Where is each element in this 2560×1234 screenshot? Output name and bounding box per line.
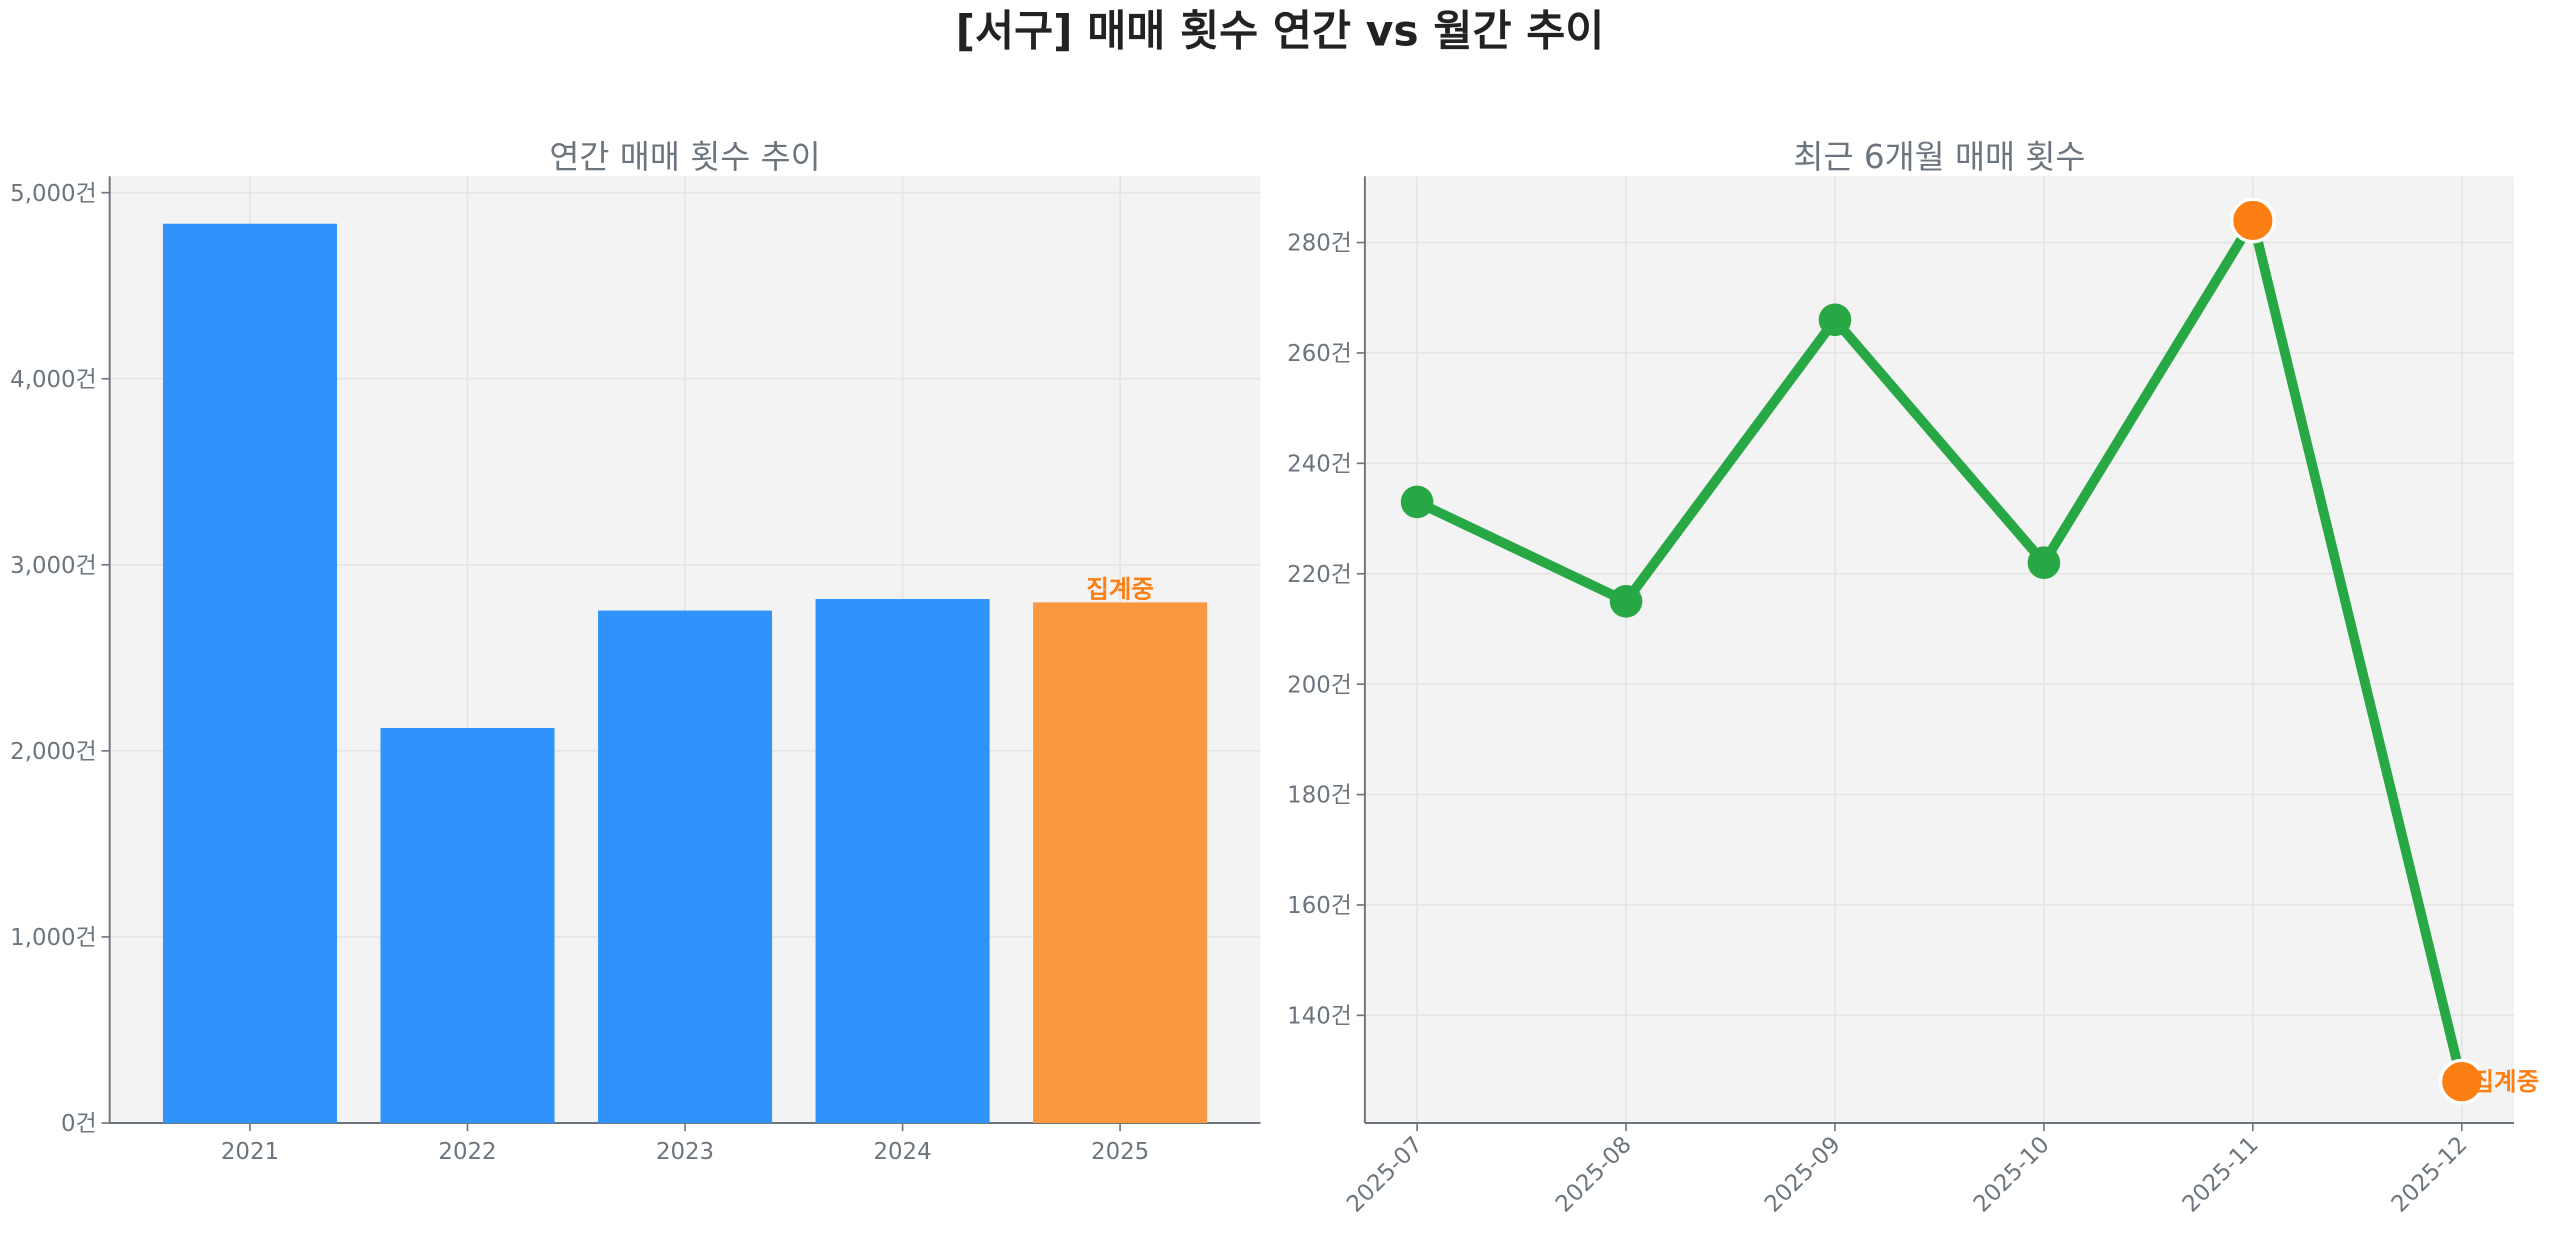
data-point-2025-08 bbox=[1609, 585, 1643, 618]
bar-2022 bbox=[380, 727, 555, 1124]
y-tick-label: 0건 bbox=[61, 1111, 97, 1137]
x-tick-label: 2022 bbox=[438, 1139, 496, 1165]
plot-area bbox=[1364, 176, 2514, 1124]
bar-annotation: 집계중 bbox=[1086, 574, 1154, 603]
x-tick-label: 2023 bbox=[656, 1139, 714, 1165]
y-tick-label: 280건 bbox=[1287, 231, 1352, 257]
bar-2021 bbox=[162, 223, 337, 1124]
x-tick-label: 2025-11 bbox=[2178, 1132, 2264, 1218]
data-point-2025-11 bbox=[2229, 197, 2276, 244]
y-tick-label: 2,000건 bbox=[10, 739, 96, 765]
y-tick-label: 5,000건 bbox=[10, 181, 96, 207]
y-tick-label: 180건 bbox=[1287, 783, 1352, 809]
y-tick-label: 200건 bbox=[1287, 672, 1352, 698]
x-tick-label: 2025-08 bbox=[1551, 1132, 1637, 1218]
y-tick-label: 4,000건 bbox=[10, 367, 96, 393]
x-tick-label: 2025-07 bbox=[1342, 1132, 1428, 1218]
point-annotation: 집계중 bbox=[2472, 1067, 2540, 1096]
y-tick-label: 240건 bbox=[1287, 451, 1352, 477]
bar-2023 bbox=[598, 610, 773, 1124]
series-line bbox=[1415, 215, 2467, 1083]
x-tick-label: 2024 bbox=[873, 1139, 931, 1165]
data-point-2025-09 bbox=[1818, 303, 1852, 337]
figure-title: [서구] 매매 횟수 연간 vs 월간 추이 bbox=[956, 8, 1605, 57]
y-tick-label: 220건 bbox=[1287, 562, 1352, 588]
chart-title: 최근 6개월 매매 횟수 bbox=[1793, 138, 2085, 176]
y-tick-label: 140건 bbox=[1287, 1004, 1352, 1030]
y-tick-label: 1,000건 bbox=[10, 925, 96, 951]
y-tick-label: 160건 bbox=[1287, 893, 1352, 919]
chart-title: 연간 매매 횟수 추이 bbox=[549, 138, 820, 176]
data-point-2025-07 bbox=[1400, 485, 1434, 519]
monthly-line-chart: 140건 160건 180건 200건 220건 240건 260건 280건 2025-07 2… bbox=[1287, 138, 2539, 1217]
y-tick-label: 3,000건 bbox=[10, 553, 96, 579]
bar-2025 bbox=[1033, 602, 1208, 1124]
annual-bar-chart: 0건 1,000건 2,000건 3,000건 4,000건 5,000건 2021 2022… bbox=[10, 138, 1261, 1165]
x-tick-label: 2025-12 bbox=[2387, 1132, 2473, 1218]
data-point-2025-12 bbox=[2438, 1058, 2485, 1105]
bar-2024 bbox=[815, 599, 990, 1124]
x-tick-label: 2025 bbox=[1091, 1139, 1149, 1165]
x-tick-label: 2021 bbox=[221, 1139, 279, 1165]
x-tick-label: 2025-10 bbox=[1969, 1132, 2055, 1218]
data-point-2025-10 bbox=[2027, 546, 2061, 580]
y-tick-label: 260건 bbox=[1287, 341, 1352, 367]
x-tick-label: 2025-09 bbox=[1760, 1132, 1846, 1218]
